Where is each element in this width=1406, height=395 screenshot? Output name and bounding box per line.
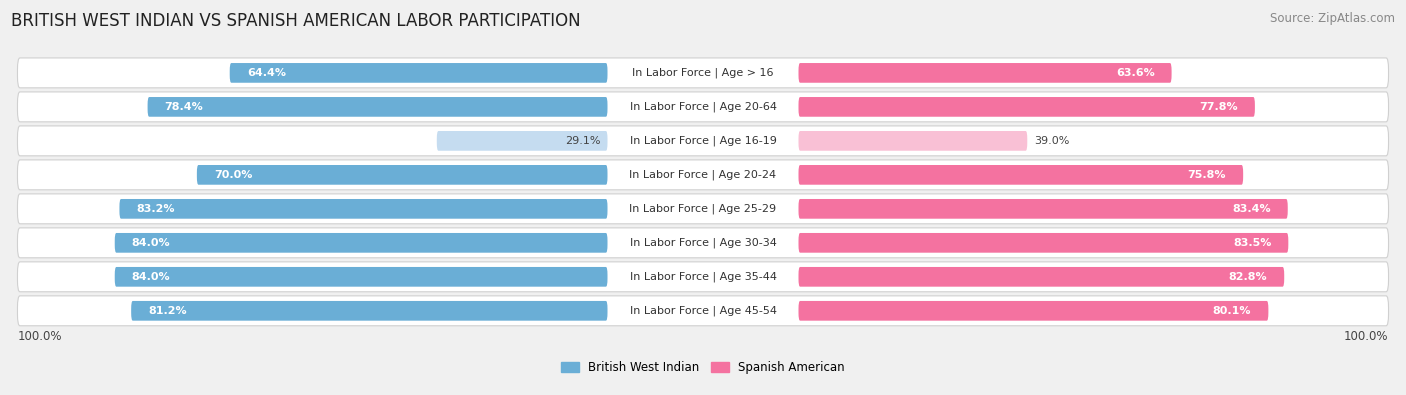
Text: 83.2%: 83.2% [136,204,174,214]
FancyBboxPatch shape [799,97,1256,117]
FancyBboxPatch shape [148,97,607,117]
FancyBboxPatch shape [799,199,1288,219]
FancyBboxPatch shape [17,296,1389,326]
FancyBboxPatch shape [131,301,607,321]
Text: Source: ZipAtlas.com: Source: ZipAtlas.com [1270,12,1395,25]
FancyBboxPatch shape [17,228,1389,258]
Text: In Labor Force | Age 16-19: In Labor Force | Age 16-19 [630,135,776,146]
FancyBboxPatch shape [17,126,1389,156]
FancyBboxPatch shape [197,165,607,185]
Text: 70.0%: 70.0% [214,170,252,180]
Text: 83.5%: 83.5% [1233,238,1271,248]
Text: 39.0%: 39.0% [1033,136,1070,146]
FancyBboxPatch shape [17,194,1389,224]
Text: 78.4%: 78.4% [165,102,204,112]
Text: BRITISH WEST INDIAN VS SPANISH AMERICAN LABOR PARTICIPATION: BRITISH WEST INDIAN VS SPANISH AMERICAN … [11,12,581,30]
Text: In Labor Force | Age 25-29: In Labor Force | Age 25-29 [630,203,776,214]
Text: In Labor Force | Age 45-54: In Labor Force | Age 45-54 [630,306,776,316]
FancyBboxPatch shape [115,267,607,287]
Text: In Labor Force | Age 20-24: In Labor Force | Age 20-24 [630,169,776,180]
Legend: British West Indian, Spanish American: British West Indian, Spanish American [557,357,849,378]
Text: 77.8%: 77.8% [1199,102,1237,112]
Text: 100.0%: 100.0% [1344,330,1389,343]
FancyBboxPatch shape [17,58,1389,88]
Text: 64.4%: 64.4% [247,68,285,78]
FancyBboxPatch shape [799,233,1288,253]
FancyBboxPatch shape [115,233,607,253]
FancyBboxPatch shape [229,63,607,83]
Text: 80.1%: 80.1% [1213,306,1251,316]
Text: 63.6%: 63.6% [1116,68,1154,78]
FancyBboxPatch shape [17,92,1389,122]
FancyBboxPatch shape [437,131,607,151]
Text: In Labor Force | Age 35-44: In Labor Force | Age 35-44 [630,272,776,282]
FancyBboxPatch shape [799,267,1284,287]
FancyBboxPatch shape [17,262,1389,292]
FancyBboxPatch shape [120,199,607,219]
Text: 82.8%: 82.8% [1229,272,1267,282]
Text: 29.1%: 29.1% [565,136,600,146]
FancyBboxPatch shape [17,160,1389,190]
Text: In Labor Force | Age 20-64: In Labor Force | Age 20-64 [630,102,776,112]
Text: 84.0%: 84.0% [132,272,170,282]
Text: In Labor Force | Age 30-34: In Labor Force | Age 30-34 [630,237,776,248]
FancyBboxPatch shape [799,63,1171,83]
Text: 81.2%: 81.2% [148,306,187,316]
Text: 100.0%: 100.0% [17,330,62,343]
Text: In Labor Force | Age > 16: In Labor Force | Age > 16 [633,68,773,78]
FancyBboxPatch shape [799,131,1028,151]
Text: 83.4%: 83.4% [1232,204,1271,214]
FancyBboxPatch shape [799,301,1268,321]
FancyBboxPatch shape [799,165,1243,185]
Text: 75.8%: 75.8% [1188,170,1226,180]
Text: 84.0%: 84.0% [132,238,170,248]
